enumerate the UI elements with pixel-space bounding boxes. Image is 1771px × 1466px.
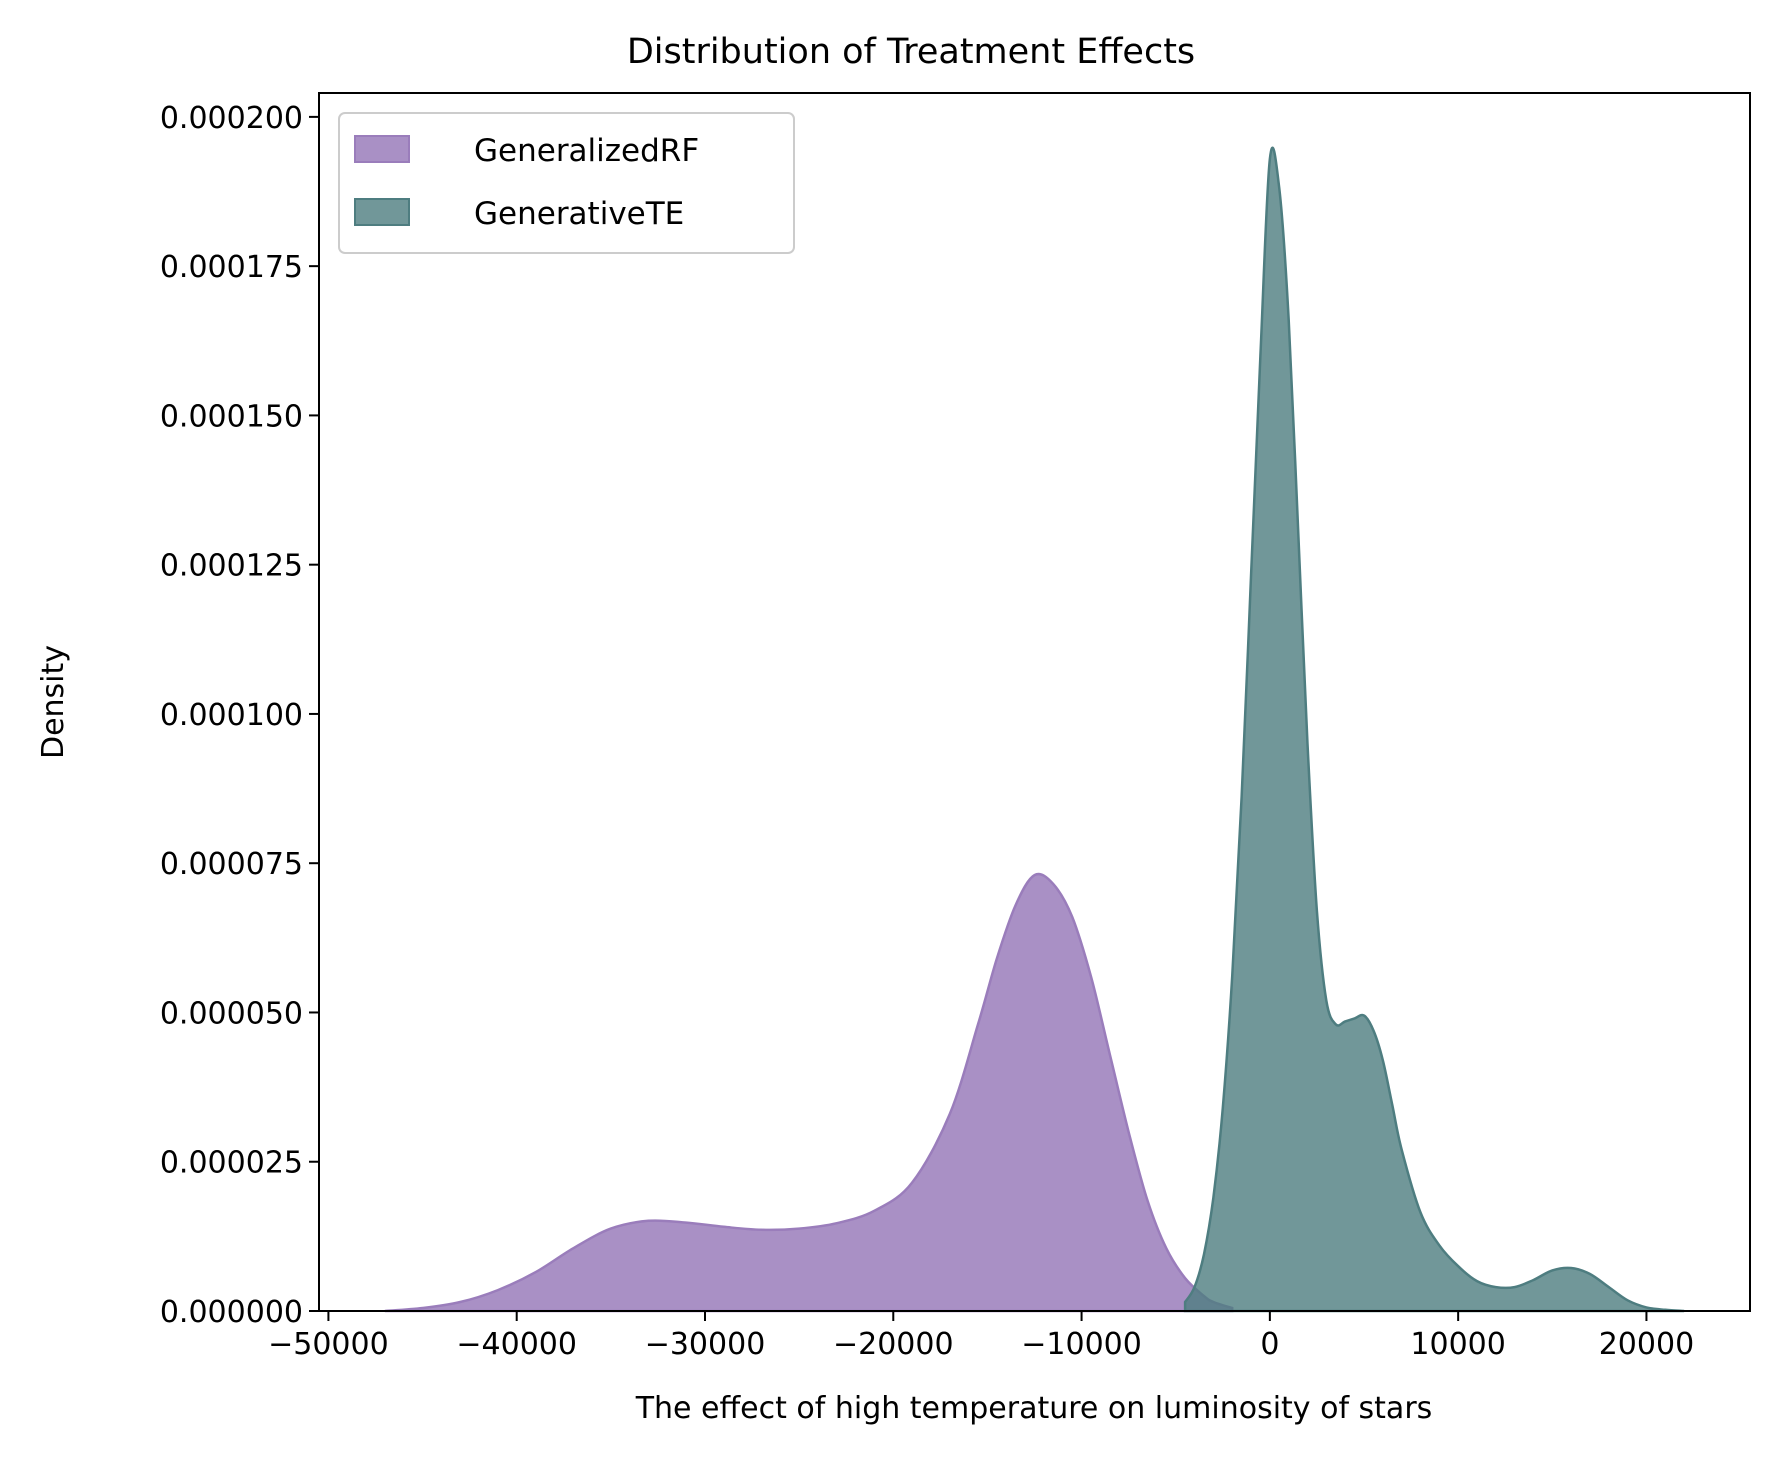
y-tick-label: 0.000100 [160,698,303,733]
series-layer [384,146,1685,1313]
x-tick-label: −10000 [1021,1327,1142,1362]
y-tick-label: 0.000150 [160,399,303,434]
legend-swatch-generativete [354,198,410,226]
y-axis-label: Density [36,645,71,759]
chart-title: Distribution of Treatment Effects [627,32,1195,72]
x-tick-label: 10000 [1410,1327,1505,1362]
y-tick-label: 0.000125 [160,549,303,584]
legend: GeneralizedRF GenerativeTE [338,112,795,254]
x-axis: −50000 −40000 −30000 −20000 −10000 0 10000 2000… [268,1311,1694,1362]
x-tick-label: −50000 [268,1327,389,1362]
x-tick-label: −20000 [833,1327,954,1362]
x-tick-label: −30000 [645,1327,766,1362]
legend-box [338,112,795,254]
x-tick-label: 20000 [1599,1327,1694,1362]
x-tick-label: 0 [1260,1327,1279,1362]
x-axis-label: The effect of high temperature on lumino… [635,1391,1433,1426]
y-tick-label: 0.000200 [160,101,303,136]
y-tick-label: 0.000050 [160,996,303,1031]
y-tick-label: 0.000175 [160,250,303,285]
series-area-generativete [1183,146,1685,1313]
legend-label-generalizedrf: GeneralizedRF [474,133,699,169]
y-axis: 0.000000 0.000025 0.000050 0.000075 0.000100… [160,101,319,1330]
y-tick-label: 0.000025 [160,1146,303,1181]
y-tick-label: 0.000000 [160,1295,303,1330]
legend-label-generativete: GenerativeTE [474,196,684,232]
x-tick-label: −40000 [456,1327,577,1362]
y-tick-label: 0.000075 [160,847,303,882]
legend-swatch-generalizedrf [354,135,410,163]
series-area-generalizedrf [384,872,1234,1313]
plot-frame [318,92,1751,1312]
